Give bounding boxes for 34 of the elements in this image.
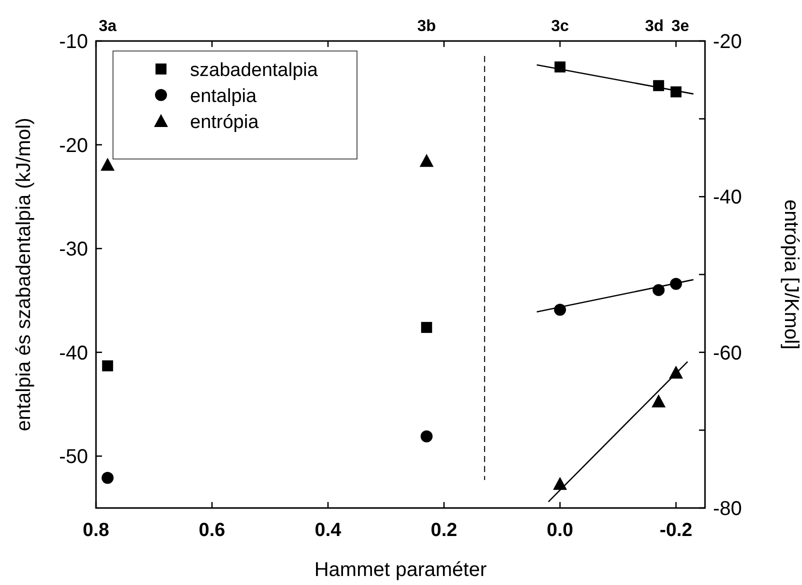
y2-tick-label: -20 [713,31,742,53]
x-tick-label: 0.4 [314,520,342,541]
point [102,472,114,484]
y-tick-label: -30 [59,238,88,261]
x-tick-label: 0.6 [198,520,226,541]
y2-tick-label: -80 [713,498,742,520]
legend-label: entalpia [190,86,257,107]
text: 3b [417,18,436,35]
point [652,394,666,408]
y2-tick-label: -40 [713,186,742,209]
y2-axis-title: entrópia [J/Kmol] [780,199,802,350]
x-tick-label: -0.2 [660,520,692,541]
point [100,158,115,171]
y-tick-label: -40 [59,342,88,364]
text: 3c [551,18,569,35]
point [553,476,567,490]
x-tick-label: 0.0 [546,520,574,541]
legend-label: szabadentalpia [190,60,318,81]
point [420,430,433,442]
text: 3d [644,18,664,35]
point [420,154,434,167]
x-tick-label: 0.2 [430,520,458,541]
text: 3a [98,18,117,35]
x-tick-label: 0.8 [82,520,110,541]
legend-label: entrópia [190,112,260,133]
y-tick-label: -20 [59,134,88,157]
text: 3e [671,18,690,35]
y-tick-label: -10 [59,31,88,53]
y-tick-label: -50 [59,446,88,468]
x-axis-title: Hammet paraméter [314,559,487,581]
point [102,360,114,372]
point [421,322,432,333]
y2-tick-label: -60 [713,342,742,364]
y-axis-title: entalpia és szabadentalpia (kJ/mol) [13,118,35,432]
